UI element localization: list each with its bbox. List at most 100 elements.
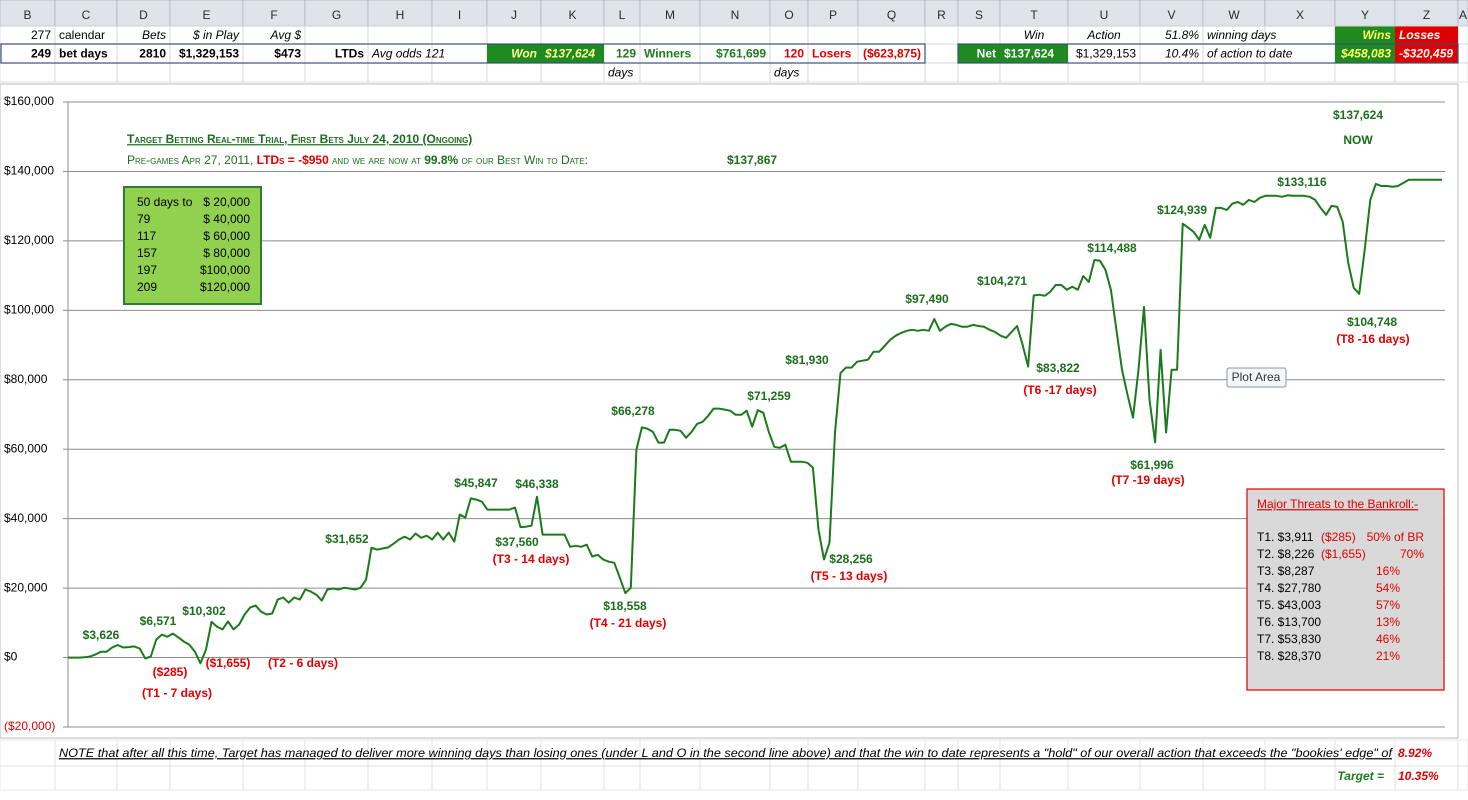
column-letter: W bbox=[1228, 8, 1240, 22]
milestone-amount: $ 20,000 bbox=[203, 195, 250, 209]
y-tick-label: $40,000 bbox=[4, 511, 48, 525]
column-letter: A bbox=[1459, 8, 1467, 22]
data-label: $124,939 bbox=[1157, 203, 1207, 217]
data-label: $71,259 bbox=[747, 389, 791, 403]
threat-annotation: (T7 -19 days) bbox=[1111, 473, 1184, 487]
column-header bbox=[999, 0, 1069, 27]
column-letter: X bbox=[1296, 8, 1304, 22]
column-header bbox=[1067, 0, 1141, 27]
milestone-amount: $ 60,000 bbox=[203, 229, 250, 243]
y-tick-label: $100,000 bbox=[4, 303, 54, 317]
threat-low: ($1,655) bbox=[1321, 547, 1366, 561]
threat-amount: T5. $43,003 bbox=[1257, 598, 1321, 612]
cell-text: Winners bbox=[644, 47, 692, 61]
milestone-box bbox=[123, 186, 262, 305]
milestone-days: 117 bbox=[137, 229, 156, 243]
data-label: ($285) bbox=[153, 665, 188, 679]
data-label: $61,996 bbox=[1130, 458, 1174, 472]
cell-text: 129 bbox=[616, 47, 636, 61]
cell-fill bbox=[1335, 26, 1395, 44]
column-header bbox=[639, 0, 701, 27]
y-tick-label: $0 bbox=[4, 650, 18, 664]
cell bbox=[1457, 765, 1468, 791]
column-letter: L bbox=[619, 8, 626, 22]
cell-fill bbox=[1335, 44, 1395, 63]
cell-fill bbox=[1395, 44, 1458, 63]
now-label: NOW bbox=[1343, 133, 1373, 147]
cell-text: Losses bbox=[1399, 28, 1441, 42]
column-header bbox=[1139, 0, 1204, 27]
cell-fill bbox=[487, 44, 541, 63]
subtitle-part: Pre-games Apr 27, 2011, bbox=[127, 153, 257, 167]
y-tick-label: $60,000 bbox=[4, 441, 48, 455]
data-label: $81,930 bbox=[785, 353, 829, 367]
threat-annotation: (T2 - 6 days) bbox=[268, 656, 338, 670]
cell-text: $1,329,153 bbox=[179, 47, 239, 61]
column-header bbox=[1264, 0, 1336, 27]
data-label: $104,748 bbox=[1347, 315, 1397, 329]
data-label: $10,302 bbox=[182, 604, 226, 618]
column-letter: C bbox=[82, 8, 91, 22]
column-header bbox=[304, 0, 369, 27]
cell-text: Action bbox=[1086, 28, 1121, 42]
cell-text: Avg $ bbox=[270, 28, 302, 42]
data-label: $114,488 bbox=[1087, 241, 1137, 255]
data-label: $133,116 bbox=[1277, 175, 1327, 189]
threat-amount: T8. $28,370 bbox=[1257, 649, 1321, 663]
threat-amount: T6. $13,700 bbox=[1257, 615, 1321, 629]
data-label: $6,571 bbox=[140, 614, 177, 628]
threat-pct: 54% bbox=[1376, 581, 1400, 595]
cell-fill bbox=[958, 44, 1000, 63]
cell-text: Losers bbox=[812, 47, 852, 61]
data-label: $37,560 bbox=[495, 535, 539, 549]
chart-title: Target Betting Real-time Trial, First Be… bbox=[127, 132, 472, 146]
column-letter: P bbox=[829, 8, 837, 22]
subtitle-part: and we are now at bbox=[329, 153, 424, 167]
cell bbox=[1457, 62, 1468, 83]
y-tick-label: $140,000 bbox=[4, 164, 54, 178]
subtitle-part: 99.8% bbox=[424, 153, 458, 167]
cell-text: Wins bbox=[1362, 28, 1391, 42]
cell-text: $473 bbox=[274, 47, 301, 61]
column-header bbox=[857, 0, 926, 27]
y-tick-label: ($20,000) bbox=[4, 719, 55, 733]
column-letter: H bbox=[396, 8, 405, 22]
cell-text: 277 bbox=[31, 28, 51, 42]
data-label: $28,256 bbox=[829, 552, 873, 566]
threat-annotation: (T4 - 21 days) bbox=[590, 616, 667, 630]
data-label: $46,338 bbox=[515, 477, 559, 491]
threat-amount: T4. $27,780 bbox=[1257, 581, 1321, 595]
cell-text: $761,699 bbox=[716, 47, 766, 61]
column-header bbox=[957, 0, 1001, 27]
milestone-amount: $ 80,000 bbox=[203, 246, 250, 260]
y-tick-label: $160,000 bbox=[4, 94, 54, 108]
threat-annotation: (T3 - 14 days) bbox=[493, 552, 570, 566]
milestone-days: 50 days to bbox=[137, 195, 193, 209]
cell-text: Won bbox=[511, 47, 537, 61]
subtitle-part: LTDs = -$950 bbox=[257, 153, 329, 167]
milestone-amount: $120,000 bbox=[200, 280, 250, 294]
data-label: $45,847 bbox=[454, 476, 498, 490]
threats-box bbox=[1246, 488, 1445, 691]
column-letter: F bbox=[270, 8, 277, 22]
column-letter: K bbox=[568, 8, 576, 22]
threat-pct: 21% bbox=[1376, 649, 1400, 663]
column-letter: R bbox=[937, 8, 946, 22]
milestone-days: 209 bbox=[137, 280, 157, 294]
data-label: $83,822 bbox=[1036, 361, 1080, 375]
cell-text: 10.4% bbox=[1165, 47, 1199, 61]
threat-amount: T7. $53,830 bbox=[1257, 632, 1321, 646]
column-letter: I bbox=[458, 8, 461, 22]
cell-text: -$320,459 bbox=[1399, 47, 1453, 61]
milestone-days: 79 bbox=[137, 212, 151, 226]
cell-text: calendar bbox=[59, 28, 105, 42]
cell-text: of action to date bbox=[1207, 47, 1293, 61]
data-label: ($1,655) bbox=[206, 656, 251, 670]
target-label: Target = bbox=[1337, 769, 1384, 783]
cell-text: days bbox=[774, 66, 799, 80]
cell-text: bet days bbox=[59, 47, 108, 61]
milestone-days: 157 bbox=[137, 246, 157, 260]
column-header bbox=[1394, 0, 1459, 27]
column-letter: T bbox=[1030, 8, 1038, 22]
